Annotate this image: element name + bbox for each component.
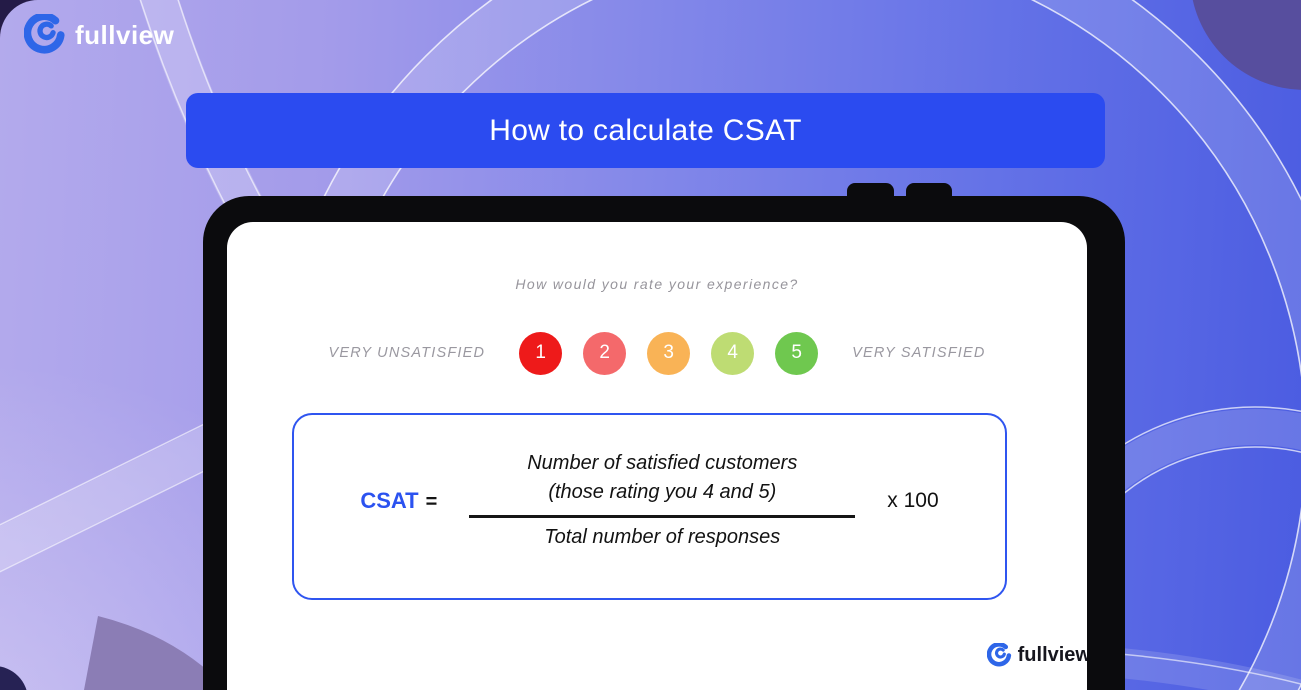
formula-numerator-line1: Number of satisfied customers bbox=[527, 452, 798, 474]
brand-logo: fullview bbox=[24, 13, 174, 57]
fullview-icon bbox=[986, 642, 1011, 666]
fraction-line bbox=[469, 515, 856, 518]
brand-logo-text: fullview bbox=[75, 19, 175, 50]
formula-equals: = bbox=[425, 490, 438, 513]
decor-corner-circle-dark bbox=[0, 666, 27, 690]
scale-label-right: VERY SATISFIED bbox=[852, 345, 986, 361]
fullview-icon bbox=[24, 14, 65, 54]
rating-circle-4[interactable]: 4 bbox=[711, 331, 755, 375]
screen-brand-logo: fullview bbox=[986, 642, 1087, 668]
tablet-frame: How would you rate your experience? VERY… bbox=[203, 196, 1125, 690]
rating-circle-3[interactable]: 3 bbox=[647, 331, 691, 375]
formula-card: CSAT = Number of satisfied customers (tho… bbox=[292, 413, 1007, 600]
formula-fraction: Number of satisfied customers (those rat… bbox=[467, 449, 857, 552]
rating-value: 1 bbox=[535, 342, 546, 363]
rating-value: 2 bbox=[599, 342, 610, 363]
decor-circle-top-right bbox=[1192, 0, 1301, 90]
screen-brand-logo-text: fullview bbox=[1017, 643, 1087, 666]
tablet-button-left bbox=[847, 183, 894, 199]
rating-circle-1[interactable]: 1 bbox=[519, 331, 563, 375]
formula-numerator-line2: (those rating you 4 and 5) bbox=[548, 481, 777, 503]
rating-value: 4 bbox=[727, 342, 738, 363]
formula-denominator: Total number of responses bbox=[544, 526, 781, 548]
rating-circle-5[interactable]: 5 bbox=[775, 331, 819, 375]
rating-scale: VERY UNSATISFIED 1 2 3 4 bbox=[227, 331, 1087, 375]
formula-csat-label: CSAT bbox=[360, 487, 419, 513]
title-banner: How to calculate CSAT bbox=[186, 93, 1105, 168]
rating-value: 5 bbox=[791, 342, 802, 363]
rating-circle-2[interactable]: 2 bbox=[583, 331, 627, 375]
formula-multiplier: x 100 bbox=[887, 488, 939, 512]
survey-question: How would you rate your experience? bbox=[515, 276, 799, 292]
rating-value: 3 bbox=[663, 342, 674, 363]
tablet-button-right bbox=[906, 183, 952, 199]
decor-corner-circle-blue bbox=[0, 667, 25, 690]
formula-lhs: CSAT = bbox=[360, 488, 437, 514]
rating-circles: 1 2 3 4 5 bbox=[519, 331, 819, 375]
tablet: How would you rate your experience? VERY… bbox=[203, 183, 1125, 690]
tablet-screen: How would you rate your experience? VERY… bbox=[227, 222, 1087, 690]
scale-label-left: VERY UNSATISFIED bbox=[328, 345, 486, 361]
banner-title: How to calculate CSAT bbox=[489, 113, 802, 147]
